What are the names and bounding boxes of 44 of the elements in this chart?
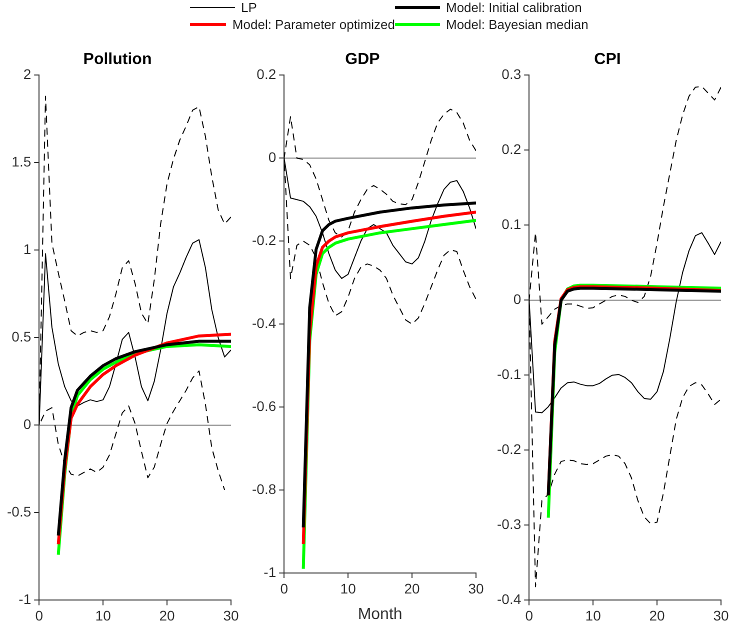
x-tick-label: 20 [404, 580, 420, 596]
y-tick-label: -0.8 [252, 480, 276, 497]
y-tick-label: -0.4 [252, 314, 276, 331]
y-tick-label: -0.3 [497, 516, 522, 532]
y-tick-label: -0.1 [497, 366, 522, 382]
chart-title: Pollution [83, 51, 152, 68]
x-tick-label: 30 [223, 607, 239, 624]
x-tick-label: 10 [340, 580, 356, 596]
x-tick-label: 10 [585, 607, 602, 624]
y-tick-label: 1.5 [12, 154, 32, 170]
y-tick-label: -0.5 [7, 504, 32, 520]
y-tick-label: 2 [23, 66, 32, 82]
y-tick-label: 0 [513, 291, 522, 308]
y-tick-label: -1 [18, 591, 32, 608]
y-tick-label: 0.2 [256, 66, 276, 82]
x-tick-label: 30 [468, 580, 484, 596]
x-tick-label: 0 [525, 607, 534, 624]
chart-title: CPI [594, 51, 621, 68]
legend-label: Model: Parameter optimized [231, 17, 395, 32]
y-tick-label: -0.4 [497, 591, 522, 608]
x-tick-label: 20 [159, 607, 176, 624]
y-tick-label: 0 [268, 149, 276, 166]
line-series [529, 86, 721, 588]
y-tick-label: 0 [23, 416, 32, 432]
y-tick-label: 0.3 [502, 66, 522, 82]
legend-label: Model: Bayesian median [445, 17, 590, 32]
y-tick-label: -1 [264, 564, 276, 580]
x-tick-label: 0 [280, 580, 288, 596]
y-tick-label: 0.1 [502, 216, 522, 232]
y-tick-label: 0.5 [12, 328, 32, 345]
x-tick-label: 20 [649, 607, 666, 624]
y-tick-label: -0.2 [252, 232, 276, 248]
legend-label: Model: Initial calibration [445, 0, 583, 15]
line-series [39, 96, 231, 490]
legend-label: LP [240, 0, 258, 15]
y-tick-label: 1 [23, 241, 32, 258]
y-tick-label: 0.2 [502, 141, 522, 158]
x-tick-label: 10 [95, 607, 112, 624]
chart-title: GDP [345, 51, 380, 68]
y-tick-label: -0.6 [252, 398, 276, 414]
x-tick-label: 30 [713, 607, 729, 624]
x-tick-label: 0 [35, 607, 44, 624]
y-tick-label: -0.2 [497, 441, 522, 458]
x-axis-title: Month [358, 606, 402, 623]
